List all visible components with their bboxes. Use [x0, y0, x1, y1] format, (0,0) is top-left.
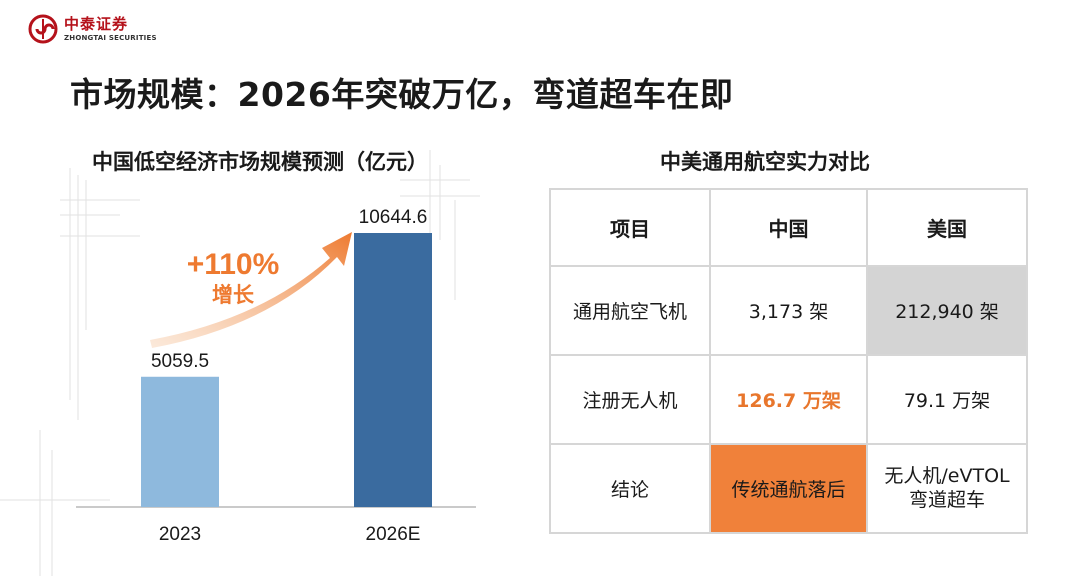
china-drones: 126.7 万架 [709, 354, 868, 445]
usa-ga-aircraft: 212,940 架 [866, 265, 1028, 356]
growth-percent-label: +110% [187, 248, 280, 281]
logo-name-cn: 中泰证券 [64, 14, 129, 33]
bar-2026E [354, 233, 432, 507]
table-header-row: 项目 中国 美国 [549, 188, 1028, 267]
row-label-drones: 注册无人机 [549, 354, 711, 445]
bar-value-label: 10644.6 [359, 207, 428, 228]
zhongtai-logo-icon [28, 14, 58, 44]
comparison-table: 项目 中国 美国 通用航空飞机 3,173 架 212,940 架 注册无人机 … [549, 188, 1028, 534]
usa-conclusion-line2: 弯道超车 [908, 488, 985, 511]
table-title: 中美通用航空实力对比 [660, 150, 870, 174]
growth-sub-label: 增长 [212, 283, 255, 307]
header-china: 中国 [709, 188, 868, 267]
company-logo: 中泰证券 ZHONGTAI SECURITIES [28, 14, 157, 44]
table-row: 注册无人机 126.7 万架 79.1 万架 [549, 354, 1028, 445]
usa-conclusion: 无人机/eVTOL 弯道超车 [866, 443, 1028, 534]
table-row: 通用航空飞机 3,173 架 212,940 架 [549, 265, 1028, 356]
bar-value-label: 5059.5 [151, 351, 209, 372]
chart-title: 中国低空经济市场规模预测（亿元） [92, 150, 428, 174]
table-row: 结论 传统通航落后 无人机/eVTOL 弯道超车 [549, 443, 1028, 534]
x-tick-label: 2026E [366, 524, 421, 545]
usa-conclusion-line1: 无人机/eVTOL [884, 464, 1010, 487]
growth-arrow-icon [150, 232, 352, 348]
usa-drones: 79.1 万架 [866, 354, 1028, 445]
row-label-conclusion: 结论 [549, 443, 711, 534]
china-conclusion: 传统通航落后 [709, 443, 868, 534]
header-usa: 美国 [866, 188, 1028, 267]
header-item: 项目 [549, 188, 711, 267]
logo-name-en: ZHONGTAI SECURITIES [64, 33, 157, 42]
row-label-ga-aircraft: 通用航空飞机 [549, 265, 711, 356]
page-title: 市场规模：2026年突破万亿，弯道超车在即 [70, 75, 734, 114]
china-ga-aircraft: 3,173 架 [709, 265, 868, 356]
bar-2023 [141, 376, 219, 507]
x-tick-label: 2023 [159, 524, 201, 545]
